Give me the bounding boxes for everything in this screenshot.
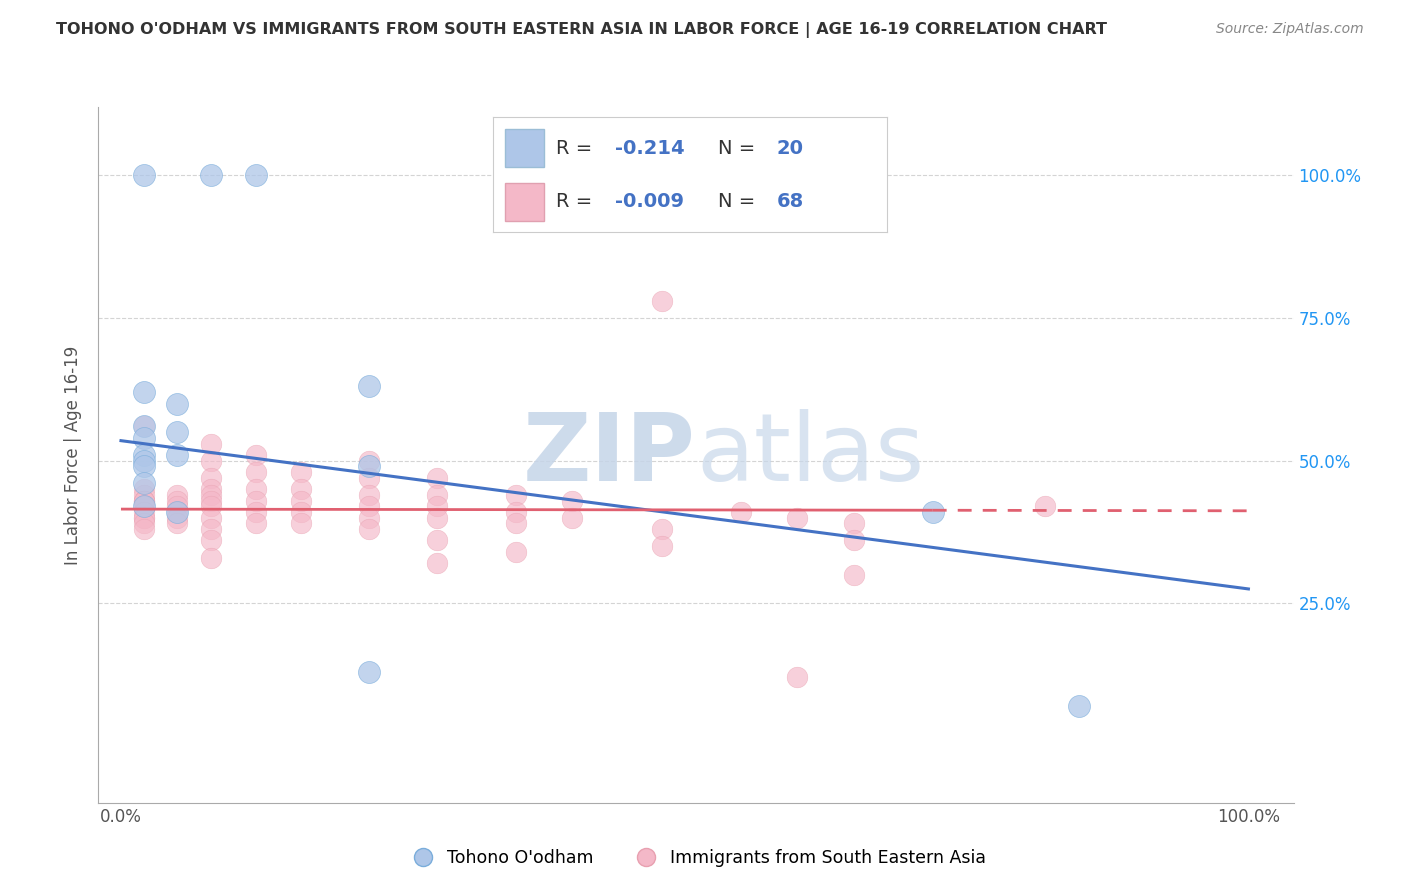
Point (132, 385, 155, 400)
Point (651, 293, 673, 308)
Point (245, 169, 267, 183)
Point (200, 533, 222, 548)
Point (166, 425, 188, 439)
Point (561, 493, 583, 508)
Point (357, 510, 380, 524)
Point (245, 516, 267, 531)
Point (426, 556, 449, 570)
Point (245, 482, 267, 496)
Point (842, 516, 865, 531)
Point (200, 500, 222, 514)
Point (132, 500, 155, 514)
Point (842, 533, 865, 548)
Point (132, 419, 155, 434)
Point (426, 533, 449, 548)
Point (200, 482, 222, 496)
Point (921, 505, 943, 519)
Point (200, 169, 222, 183)
Point (245, 493, 267, 508)
Point (166, 505, 188, 519)
Point (132, 448, 155, 462)
Point (200, 471, 222, 485)
Point (505, 516, 527, 531)
Legend: Tohono O'odham, Immigrants from South Eastern Asia: Tohono O'odham, Immigrants from South Ea… (399, 842, 993, 874)
Point (786, 510, 808, 524)
Point (786, 670, 808, 684)
Point (730, 505, 752, 519)
Point (357, 500, 380, 514)
Text: atlas: atlas (696, 409, 924, 501)
Point (132, 431, 155, 445)
Point (357, 665, 380, 679)
Point (200, 493, 222, 508)
Point (357, 453, 380, 467)
Point (132, 453, 155, 467)
Point (842, 567, 865, 582)
Point (200, 488, 222, 502)
Point (561, 510, 583, 524)
Point (290, 482, 312, 496)
Point (245, 448, 267, 462)
Point (132, 419, 155, 434)
Point (290, 516, 312, 531)
Point (200, 453, 222, 467)
Point (166, 516, 188, 531)
Point (166, 488, 188, 502)
Point (505, 545, 527, 559)
Point (651, 522, 673, 536)
Point (290, 505, 312, 519)
Point (1069, 698, 1091, 713)
Point (132, 522, 155, 536)
Point (132, 488, 155, 502)
Point (132, 510, 155, 524)
Point (166, 448, 188, 462)
Point (245, 465, 267, 479)
Point (166, 493, 188, 508)
Point (357, 488, 380, 502)
Point (200, 510, 222, 524)
Point (200, 522, 222, 536)
Point (426, 471, 449, 485)
Point (426, 488, 449, 502)
Point (166, 500, 188, 514)
Point (1035, 500, 1057, 514)
Point (132, 169, 155, 183)
Text: Source: ZipAtlas.com: Source: ZipAtlas.com (1216, 22, 1364, 37)
Point (132, 482, 155, 496)
Point (132, 493, 155, 508)
Point (132, 493, 155, 508)
Point (132, 510, 155, 524)
Point (505, 505, 527, 519)
Point (651, 539, 673, 553)
Point (200, 550, 222, 565)
Point (166, 505, 188, 519)
Point (426, 500, 449, 514)
Point (357, 522, 380, 536)
Point (166, 510, 188, 524)
Point (132, 505, 155, 519)
Point (245, 505, 267, 519)
Point (132, 493, 155, 508)
Point (166, 396, 188, 410)
Point (132, 500, 155, 514)
Point (132, 516, 155, 531)
Point (505, 488, 527, 502)
Text: ZIP: ZIP (523, 409, 696, 501)
Point (132, 476, 155, 491)
Point (290, 493, 312, 508)
Point (132, 459, 155, 474)
Point (426, 510, 449, 524)
Point (200, 436, 222, 450)
Point (290, 465, 312, 479)
Point (357, 459, 380, 474)
Point (357, 379, 380, 393)
Text: TOHONO O'ODHAM VS IMMIGRANTS FROM SOUTH EASTERN ASIA IN LABOR FORCE | AGE 16-19 : TOHONO O'ODHAM VS IMMIGRANTS FROM SOUTH … (56, 22, 1108, 38)
Point (357, 471, 380, 485)
Y-axis label: In Labor Force | Age 16-19: In Labor Force | Age 16-19 (65, 345, 83, 565)
